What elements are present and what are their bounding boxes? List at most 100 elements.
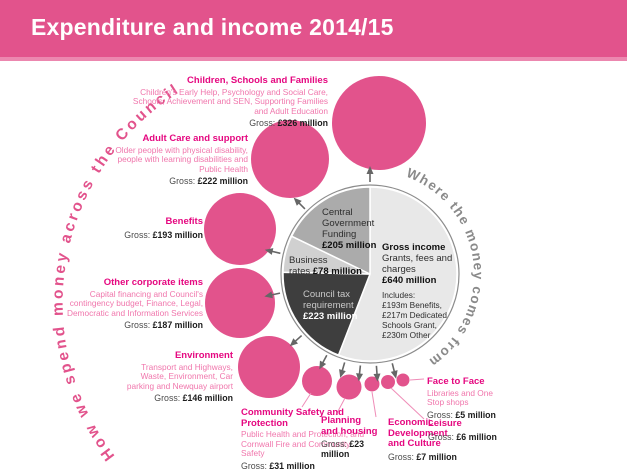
label-planning: Planning and housing Gross: £23 million — [321, 415, 379, 459]
infographic-stage: How we spend money across the Council Wh… — [0, 61, 627, 470]
pie-label-business-word: rates — [289, 266, 311, 277]
label-corporate-gross: Gross: £187 million — [58, 320, 203, 330]
gross-value: £222 million — [197, 176, 248, 186]
pie-label-council-text: Council tax requirement — [303, 289, 354, 311]
label-adult-desc: Older people with physical disability, p… — [115, 144, 248, 174]
label-face: Face to Face Libraries and One Stop shop… — [427, 376, 509, 420]
infographic-canvas: How we spend money across the Council Wh… — [50, 76, 486, 464]
label-community: Community Safety and Protection Public H… — [241, 407, 366, 470]
pie-label-gross-value: £640 million — [382, 275, 437, 286]
gross-value: £326 million — [277, 118, 328, 128]
pie-label-central-value: £205 million — [322, 240, 377, 251]
label-community-title: Community Safety and Protection — [241, 407, 344, 429]
gross-value: £6 million — [456, 431, 497, 442]
label-adult-gross: Gross: £222 million — [98, 176, 248, 186]
label-economic-title: Economic Development and Culture — [388, 417, 448, 449]
bubble-benefits-circle — [204, 193, 276, 265]
label-environment-desc: Transport and Highways, Waste, Environme… — [126, 361, 233, 391]
bubble-adult-care-circle — [251, 120, 329, 198]
pie-label-central-text: Central Government Funding — [322, 207, 375, 240]
leader-community — [301, 392, 312, 408]
leader-planning — [335, 397, 346, 416]
pie-label-gross-subtitle: Grants, fees and charges — [382, 253, 453, 275]
pie-label-gross-title: Gross income — [382, 242, 446, 253]
label-children-desc: Children's Early Help, Psychology and So… — [132, 86, 328, 116]
label-benefits-gross: Gross: £193 million — [63, 230, 203, 240]
gross-value: £193 million — [152, 229, 203, 240]
label-adult-title: Adult Care and support — [142, 133, 248, 144]
gross-prefix: Gross: — [249, 118, 276, 128]
label-adult-care: Adult Care and support Older people with… — [98, 133, 248, 186]
pie-segment-central-government — [290, 186, 371, 275]
label-benefits-title: Benefits — [165, 216, 203, 227]
includes-list: £193m Benefits, £217m Dedicated Schools … — [382, 300, 448, 340]
gross-prefix: Gross: — [124, 229, 151, 240]
label-community-desc: Public Health and Protection, and Cornwa… — [241, 429, 365, 458]
bubble-leisure-circle — [381, 375, 395, 389]
label-corporate: Other corporate items Capital financing … — [58, 277, 203, 330]
label-planning-title: Planning and housing — [321, 415, 378, 437]
pie-label-council-value: £223 million — [303, 311, 358, 322]
pie-segment-gross-income — [337, 186, 458, 362]
header-accent-strip — [0, 57, 627, 61]
label-leisure-title: Leisure — [428, 418, 462, 429]
label-face-title: Face to Face — [427, 376, 485, 387]
bubble-planning-circle — [336, 374, 362, 400]
pie-outline-ring — [280, 184, 460, 364]
bubble-economic-circle — [364, 376, 380, 392]
label-benefits: Benefits Gross: £193 million — [63, 216, 203, 240]
leader-economic — [371, 391, 377, 418]
label-corporate-title: Other corporate items — [103, 277, 203, 288]
gross-value: £23 million — [321, 439, 365, 459]
label-environment-gross: Gross: £146 million — [123, 393, 233, 403]
pie-label-gross: Gross income Grants, fees and charges £6… — [382, 242, 462, 340]
pie-segment-council-tax — [282, 271, 371, 356]
label-community-gross: Gross: £31 million — [241, 461, 366, 470]
gross-value: £187 million — [152, 320, 203, 330]
gross-prefix: Gross: — [428, 431, 454, 442]
label-face-desc: Libraries and One Stop shops — [427, 387, 493, 407]
label-children-gross: Gross: £326 million — [128, 118, 328, 128]
gross-value: £7 million — [416, 451, 457, 462]
gross-prefix: Gross: — [321, 439, 347, 449]
gross-value: £5 million — [455, 409, 496, 420]
label-economic: Economic Development and Culture Gross: … — [388, 417, 460, 462]
gross-prefix: Gross: — [169, 176, 196, 186]
bubble-face-circle — [396, 373, 410, 387]
label-corporate-desc: Capital financing and Council's continge… — [66, 288, 203, 318]
label-planning-gross: Gross: £23 million — [321, 439, 379, 459]
label-environment: Environment Transport and Highways, Wast… — [123, 350, 233, 403]
label-leisure: Leisure Gross: £6 million — [428, 418, 523, 442]
pie-label-business: Business rates £78 million — [289, 255, 404, 277]
gross-value: £146 million — [182, 393, 233, 403]
bubble-children-circle — [332, 76, 426, 170]
gross-prefix: Gross: — [154, 393, 181, 403]
page-title: Expenditure and income 2014/15 — [31, 14, 394, 40]
gross-prefix: Gross: — [124, 320, 151, 330]
pie-label-council: Council tax requirement £223 million — [303, 289, 393, 322]
pie-label-gross-includes: Includes: £193m Benefits, £217m Dedicate… — [382, 290, 462, 340]
outflow-arrows — [264, 166, 398, 382]
pie-label-business-line2: rates £78 million — [289, 266, 404, 277]
pie-label-business-line1: Business — [289, 255, 328, 266]
label-leisure-gross: Gross: £6 million — [428, 432, 523, 442]
label-face-gross: Gross: £5 million — [427, 410, 509, 420]
leader-leisure — [390, 387, 425, 420]
pie-label-central: Central Government Funding £205 million — [322, 207, 397, 251]
leader-face — [409, 378, 425, 381]
label-children: Children, Schools and Families Children'… — [128, 75, 328, 128]
header-bar: Expenditure and income 2014/15 — [0, 0, 627, 57]
label-economic-gross: Gross: £7 million — [388, 452, 460, 462]
pie-label-business-value: £78 million — [312, 266, 362, 277]
bubble-environment-circle — [238, 336, 300, 398]
bubble-corporate-circle — [205, 268, 275, 338]
includes-label: Includes: — [382, 290, 416, 300]
gross-prefix: Gross: — [388, 451, 414, 462]
label-environment-title: Environment — [174, 350, 233, 361]
label-children-title: Children, Schools and Families — [187, 75, 328, 86]
gross-prefix: Gross: — [241, 460, 267, 470]
gross-prefix: Gross: — [427, 409, 453, 420]
bubble-community-circle — [302, 366, 332, 396]
gross-value: £31 million — [269, 460, 315, 470]
